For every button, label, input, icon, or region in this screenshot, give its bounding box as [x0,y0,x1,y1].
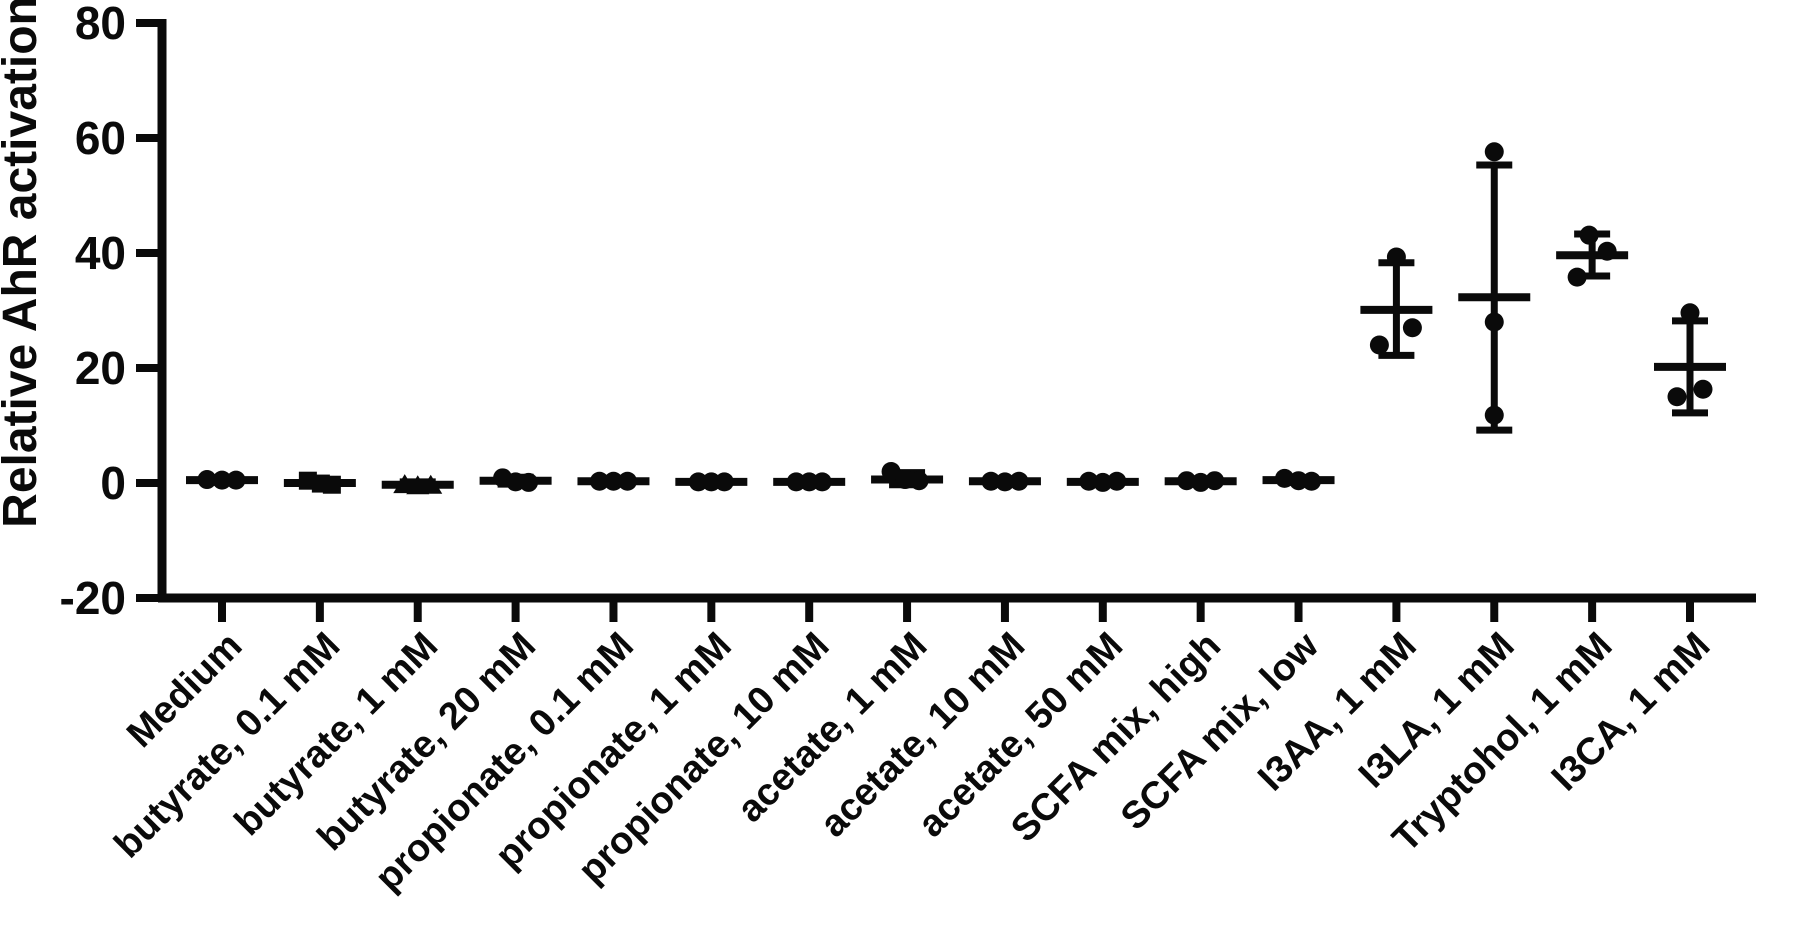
data-point [1386,247,1406,267]
data-point [981,471,1001,491]
data-point [1484,405,1504,425]
data-point [1567,267,1587,287]
data-point [419,474,443,494]
data-point [1205,471,1225,491]
data-point [1093,472,1113,492]
data-point [714,472,734,492]
data-point [197,470,217,490]
data-point [519,472,539,492]
data-point [812,472,832,492]
data-point [1579,225,1599,245]
y-tick-label: 0 [100,457,126,509]
data-point [1680,303,1700,323]
data-point [1009,471,1029,491]
y-tick-label: -20 [60,572,126,624]
data-point [226,470,246,490]
data-point [603,471,623,491]
data-point [1667,387,1687,407]
data-point [1177,471,1197,491]
data-point [995,472,1015,492]
data-point [1402,318,1422,338]
data-point [1484,312,1504,332]
axes: 80 60 40 20 0 -20 [60,0,1756,624]
data-point [589,471,609,491]
data-point [799,472,819,492]
data-point [701,472,721,492]
data-point [1079,471,1099,491]
data-points [197,142,1713,495]
y-tick-label: 40 [75,227,126,279]
data-point [617,471,637,491]
data-point [688,472,708,492]
y-axis-title: Relative AhR activation [0,0,47,528]
data-point [322,475,341,494]
data-point [1302,471,1322,491]
data-point [212,470,232,490]
y-tick-label: 20 [75,342,126,394]
y-tick-label: 80 [75,0,126,49]
data-point [786,472,806,492]
data-point [881,462,901,481]
data-point [1275,468,1295,488]
data-point [1107,471,1127,491]
data-point [1369,335,1389,355]
data-point [1484,142,1504,162]
data-point [1191,472,1211,492]
data-point [1693,379,1713,399]
data-point [909,471,929,491]
data-point [1597,241,1617,261]
data-point [895,470,915,490]
y-tick-label: 60 [75,112,126,164]
